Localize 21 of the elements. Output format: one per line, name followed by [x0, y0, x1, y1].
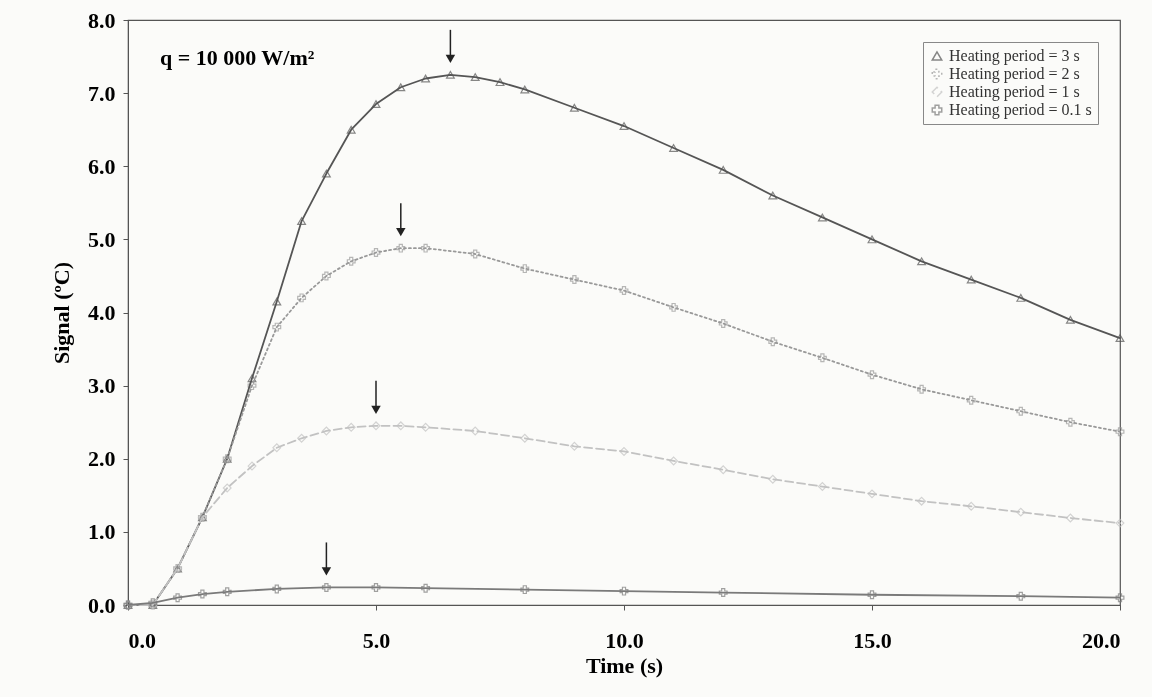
legend-label: Heating period = 1 s [949, 83, 1080, 101]
y-tick-label: 8.0 [88, 7, 116, 33]
x-axis-title: Time (s) [585, 652, 664, 678]
y-tick-label: 6.0 [88, 153, 116, 179]
x-tick-label: 0.0 [128, 627, 156, 653]
x-tick-label: 5.0 [362, 627, 391, 653]
x-tick-label: 15.0 [853, 627, 892, 653]
legend-label: Heating period = 2 s [949, 65, 1080, 83]
y-tick-label: 5.0 [88, 226, 116, 252]
legend-label: Heating period = 3 s [949, 47, 1080, 65]
legend-label: Heating period = 0.1 s [949, 101, 1092, 119]
y-tick-label: 7.0 [88, 80, 116, 106]
x-tick-label: 20.0 [1082, 627, 1121, 653]
y-tick-label: 4.0 [88, 300, 116, 325]
annotation: q = 10 000 W/m² [160, 45, 315, 70]
y-tick-label: 1.0 [88, 519, 116, 545]
y-axis-title: Signal (ºC) [49, 262, 74, 364]
x-tick-label: 10.0 [605, 627, 644, 653]
y-tick-label: 0.0 [88, 592, 116, 618]
y-tick-label: 2.0 [88, 446, 116, 472]
y-tick-label: 3.0 [88, 373, 116, 399]
